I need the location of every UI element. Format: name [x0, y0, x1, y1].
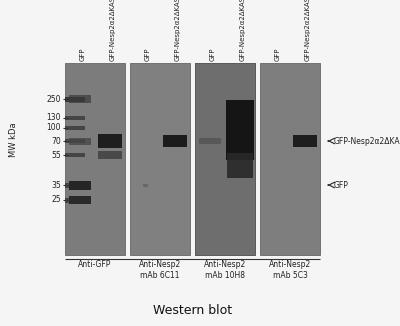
Bar [98, 134, 122, 148]
Text: GFP-Nesp2α2ΔKASH: GFP-Nesp2α2ΔKASH [175, 0, 181, 61]
Bar [65, 183, 85, 187]
Bar [65, 96, 85, 101]
Bar [226, 100, 254, 160]
Text: Anti-GFP: Anti-GFP [78, 260, 112, 269]
Bar [69, 196, 91, 204]
Bar [69, 95, 91, 103]
Bar [65, 126, 85, 130]
Bar [65, 153, 85, 157]
Text: GFP: GFP [80, 48, 86, 61]
Text: 25: 25 [51, 196, 61, 204]
Text: GFP: GFP [275, 48, 281, 61]
Bar [142, 184, 148, 186]
Bar [65, 139, 85, 143]
Text: 70: 70 [51, 137, 61, 145]
Bar [195, 63, 255, 255]
Bar [130, 63, 190, 255]
Text: GFP: GFP [334, 181, 349, 189]
Bar [227, 153, 253, 177]
Text: GFP-Nesp2α2ΔKASH: GFP-Nesp2α2ΔKASH [334, 137, 400, 145]
Text: 250: 250 [46, 95, 61, 103]
Bar [260, 63, 320, 255]
Text: 100: 100 [46, 124, 61, 132]
Bar [65, 116, 85, 120]
Text: 130: 130 [46, 113, 61, 123]
Text: Anti-Nesp2
mAb 10H8: Anti-Nesp2 mAb 10H8 [204, 260, 246, 280]
Text: 35: 35 [51, 181, 61, 189]
Bar [199, 138, 221, 144]
Text: GFP-Nesp2α2ΔKASH: GFP-Nesp2α2ΔKASH [240, 0, 246, 61]
Bar [195, 63, 255, 255]
Text: Anti-Nesp2
mAb 6C11: Anti-Nesp2 mAb 6C11 [139, 260, 181, 280]
Text: MW kDa: MW kDa [10, 123, 18, 157]
Text: GFP-Nesp2α2ΔKASH: GFP-Nesp2α2ΔKASH [110, 0, 116, 61]
Text: Anti-Nesp2
mAb 5C3: Anti-Nesp2 mAb 5C3 [269, 260, 311, 280]
Bar [65, 198, 85, 202]
Bar [293, 135, 317, 147]
Bar [69, 138, 91, 144]
Bar [65, 63, 125, 255]
Text: GFP-Nesp2α2ΔKASH: GFP-Nesp2α2ΔKASH [305, 0, 311, 61]
Bar [69, 181, 91, 189]
Text: 55: 55 [51, 151, 61, 159]
Text: GFP: GFP [145, 48, 151, 61]
Bar [98, 151, 122, 159]
Text: Western blot: Western blot [153, 304, 232, 317]
Bar [163, 135, 187, 147]
Text: GFP: GFP [210, 48, 216, 61]
